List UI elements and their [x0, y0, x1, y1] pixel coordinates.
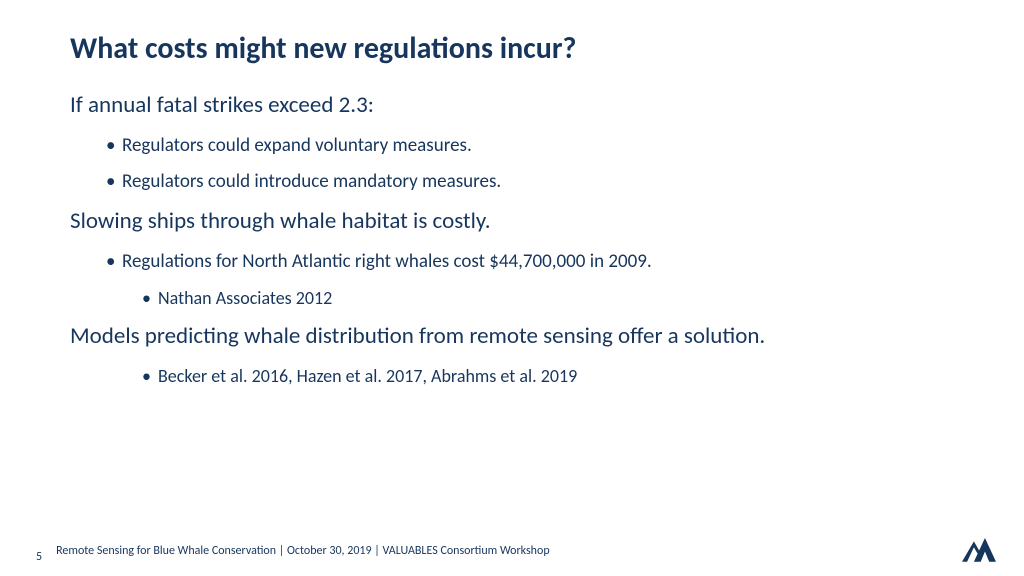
body-paragraph: Slowing ships through whale habitat is c… — [70, 207, 954, 236]
slide-title: What costs might new regulations incur? — [70, 30, 954, 67]
slide: What costs might new regulations incur? … — [0, 0, 1024, 576]
body-paragraph: Models predicting whale distribution fro… — [70, 322, 954, 351]
bullet-item: Regulators could expand voluntary measur… — [106, 134, 954, 159]
sub-bullet-item: Nathan Associates 2012 — [142, 287, 954, 310]
slide-footer: 5 Remote Sensing for Blue Whale Conserva… — [36, 544, 944, 564]
body-paragraph: If annual fatal strikes exceed 2.3: — [70, 91, 954, 120]
page-number: 5 — [36, 544, 42, 564]
bullet-item: Regulators could introduce mandatory mea… — [106, 170, 954, 195]
sub-bullet-item: Becker et al. 2016, Hazen et al. 2017, A… — [142, 365, 954, 388]
bullet-item: Regulations for North Atlantic right wha… — [106, 250, 954, 275]
footer-text: Remote Sensing for Blue Whale Conservati… — [56, 544, 550, 560]
mountain-logo-icon — [962, 536, 996, 562]
